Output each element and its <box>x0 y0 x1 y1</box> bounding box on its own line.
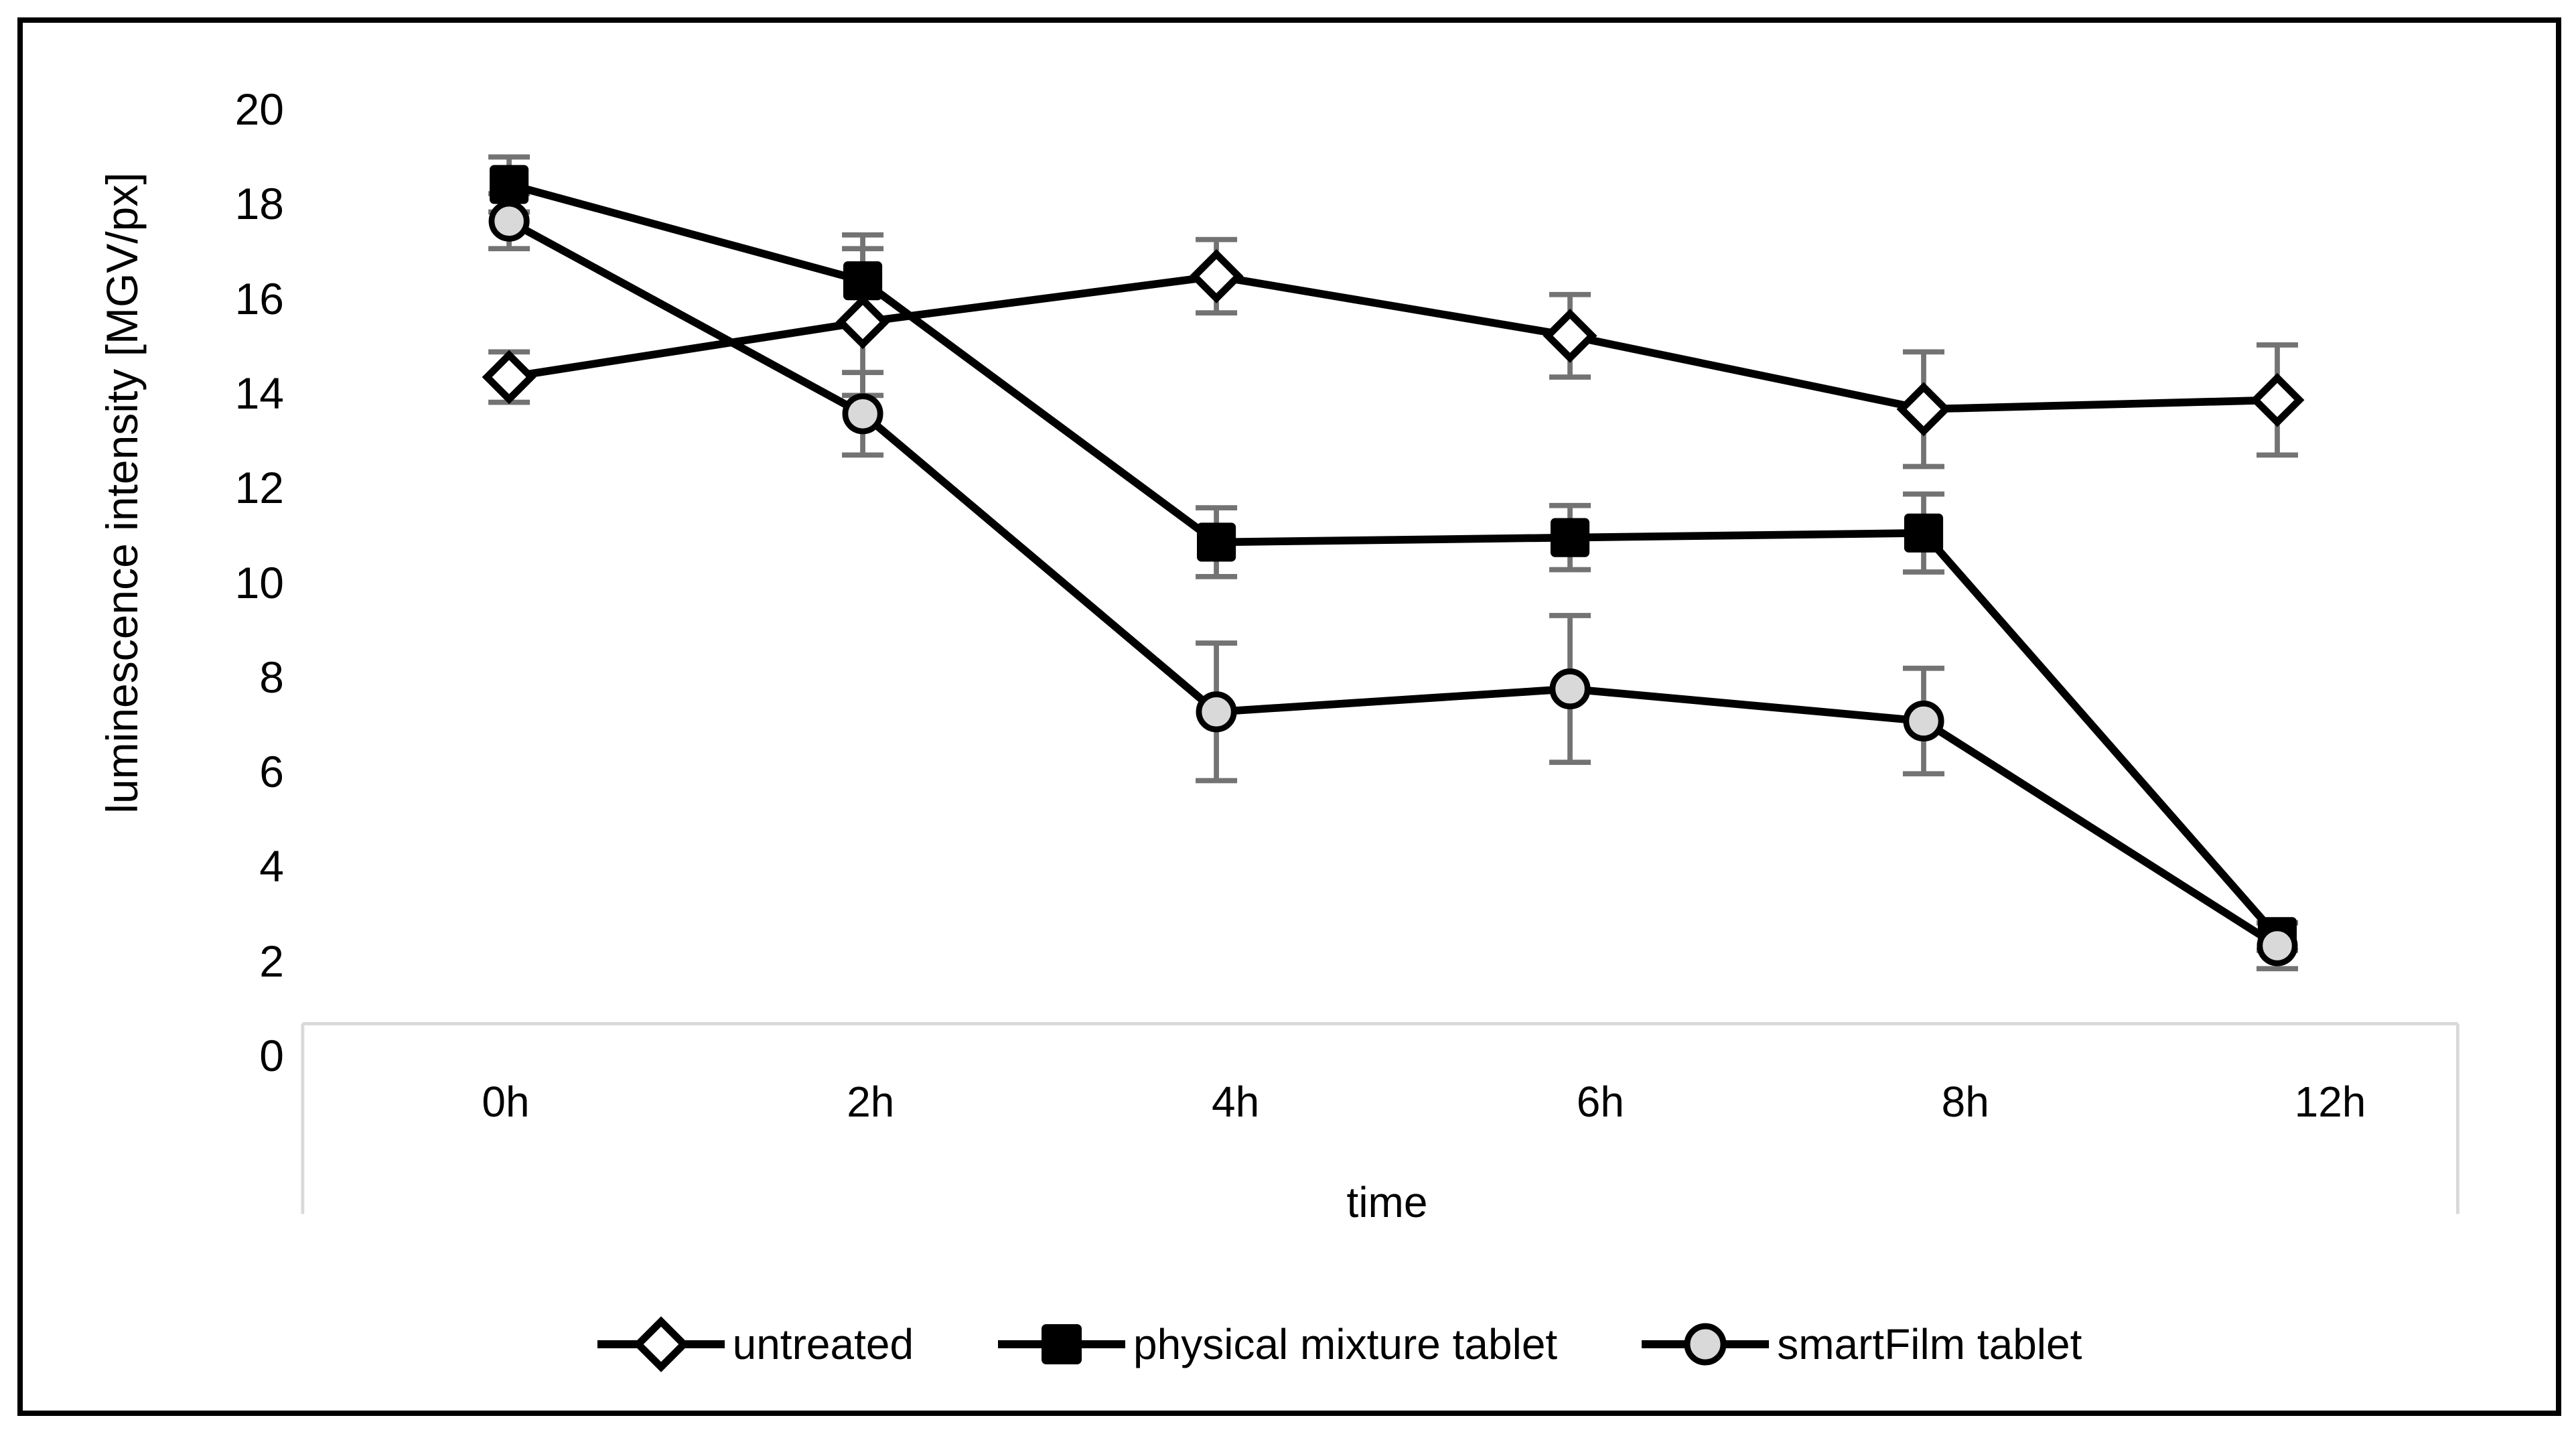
series-line-circle <box>507 218 2280 949</box>
diamond-marker <box>482 350 536 405</box>
y-tick-label: 14 <box>234 368 284 418</box>
series-line-diamond <box>508 272 2278 413</box>
square-marker <box>843 261 883 301</box>
chart-frame: 20 18 16 14 12 10 8 6 4 2 0 0h 2h 4h 6h 8h 12h luminesc… <box>17 17 2561 1416</box>
legend-label: physical mixture tablet <box>1133 1320 1558 1368</box>
legend-marker-graphic <box>998 1324 1126 1364</box>
circle-marker <box>488 200 530 242</box>
x-tick-label: 12h <box>2294 1078 2366 1126</box>
x-tick-label: 0h <box>482 1078 530 1126</box>
series-line-square <box>508 180 2281 940</box>
y-tick-label: 10 <box>234 557 284 607</box>
x-axis-title: time <box>1346 1178 1428 1226</box>
legend-marker-graphic <box>597 1316 725 1372</box>
y-tick-label: 16 <box>234 273 284 324</box>
diamond-marker <box>632 1316 689 1372</box>
square-marker <box>1550 518 1590 557</box>
y-tick-label: 8 <box>259 652 284 702</box>
legend-item-diamond: untreated <box>597 1307 914 1381</box>
legend-item-circle: smartFilm tablet <box>1642 1307 2082 1381</box>
circle-marker <box>1549 668 1591 710</box>
diamond-marker <box>835 295 890 350</box>
circle-marker <box>1903 700 1944 742</box>
y-tick-label: 0 <box>259 1031 284 1080</box>
circle-marker <box>1684 1323 1727 1366</box>
circle-marker <box>2257 925 2298 966</box>
y-tick-label: 2 <box>259 936 284 986</box>
square-marker <box>1196 522 1236 562</box>
circle-marker <box>842 393 883 435</box>
x-tick-label: 4h <box>1212 1078 1260 1126</box>
x-tick-label: 2h <box>847 1078 895 1126</box>
circle-marker <box>1196 691 1237 733</box>
y-tick-label: 20 <box>234 84 284 134</box>
diamond-marker <box>1543 308 1597 363</box>
x-tick-label: 8h <box>1941 1078 1989 1126</box>
legend: untreated physical mixture tablet smartFil… <box>123 1301 2556 1388</box>
legend-label: smartFilm tablet <box>1777 1320 2082 1368</box>
y-tick-label: 12 <box>234 463 284 513</box>
square-marker <box>1904 513 1944 553</box>
plot-area <box>301 154 2459 1214</box>
y-tick-label: 6 <box>259 747 284 797</box>
legend-label: untreated <box>732 1320 914 1368</box>
diamond-marker <box>1189 248 1244 303</box>
legend-item-square: physical mixture tablet <box>998 1307 1557 1381</box>
x-tick-label: 6h <box>1576 1078 1624 1126</box>
diamond-marker <box>2250 372 2305 427</box>
diamond-marker <box>1896 382 1951 437</box>
legend-marker-graphic <box>1642 1323 1770 1366</box>
square-marker <box>1042 1324 1082 1364</box>
y-tick-label: 18 <box>234 179 284 229</box>
square-marker <box>490 165 529 204</box>
y-axis-title: luminescence intensity [MGV/px] <box>97 172 147 814</box>
y-tick-label: 4 <box>259 841 284 891</box>
